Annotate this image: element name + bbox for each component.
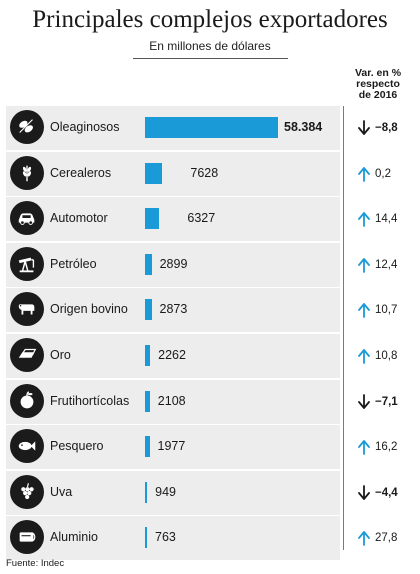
grapes-icon: [10, 474, 44, 509]
category-label: Origen bovino: [50, 302, 128, 317]
change-cell: 12,4: [346, 243, 410, 287]
bar-row: Origen bovino 2873 10,7: [0, 287, 420, 333]
bar-row: Frutihortícolas 2108 −7,1: [0, 379, 420, 425]
bar-row: Oro 2262 10,8: [0, 333, 420, 379]
value-label: 2262: [158, 348, 186, 362]
soybean-icon: [10, 110, 44, 144]
arrow-up-icon: [357, 211, 371, 228]
bar: [145, 117, 278, 138]
bar: [145, 390, 150, 412]
category-label-box: [6, 425, 340, 470]
bar-row: Automotor 6327 14,4: [0, 196, 420, 242]
arrow-up-icon: [357, 302, 371, 319]
change-value: 27,8: [375, 532, 398, 545]
bar-row: Oleaginosos 58.384 −8,8: [0, 105, 420, 151]
value-label: 2873: [159, 302, 188, 317]
source-note: Fuente: Indec: [6, 558, 65, 569]
wheat-icon: [10, 155, 44, 190]
bar: [145, 208, 160, 230]
change-header-line: respecto: [356, 78, 400, 90]
car-icon: [10, 201, 44, 236]
bar-row: Uva 949 −4,4: [0, 470, 420, 516]
change-value: 14,4: [375, 213, 398, 226]
category-label-box: [6, 242, 340, 287]
column-divider: [343, 106, 344, 550]
change-cell: 16,2: [346, 425, 410, 469]
arrow-up-icon: [357, 348, 371, 364]
aluminum-icon: [10, 520, 44, 555]
value-label: 763: [155, 530, 176, 545]
chart-subtitle: En millones de dólares: [149, 39, 271, 53]
change-value: 10,7: [375, 304, 398, 317]
category-label-box: [6, 470, 340, 515]
category-label-box: [6, 151, 340, 196]
change-cell: −8,8: [346, 106, 410, 150]
arrow-down-icon: [357, 484, 371, 501]
change-cell: 27,8: [346, 516, 410, 560]
change-value: −7,1: [375, 395, 398, 408]
change-cell: −4,4: [346, 471, 410, 515]
arrow-up-icon: [357, 257, 371, 273]
chart-title: Principales complejos exportadores: [32, 6, 388, 33]
subtitle-underline: [133, 58, 288, 59]
bar: [145, 162, 163, 184]
value-label: 949: [155, 484, 177, 499]
gold-bar-icon: [10, 338, 44, 372]
arrow-up-icon: [357, 439, 371, 456]
change-value: 10,8: [375, 350, 398, 362]
bar: [145, 253, 152, 275]
value-label: 58.384: [284, 120, 323, 134]
category-label-box: [6, 288, 340, 333]
change-value: −4,4: [375, 486, 398, 499]
change-value: 16,2: [375, 441, 398, 454]
bar: [145, 527, 147, 549]
change-cell: 10,7: [346, 288, 410, 332]
category-label: Oro: [50, 348, 71, 362]
change-header-line: de 2016: [358, 89, 398, 101]
bar: [145, 481, 148, 503]
bar-row: Aluminio 763 27,8: [0, 515, 420, 561]
change-value: 0,2: [375, 167, 391, 180]
value-label: 2108: [157, 393, 186, 408]
fish-icon: [10, 429, 44, 464]
change-cell: 14,4: [346, 197, 410, 241]
value-label: 2899: [159, 256, 188, 271]
bar-row: Petróleo 2899 12,4: [0, 242, 420, 288]
change-cell: 10,8: [346, 334, 410, 378]
category-label-box: [6, 379, 340, 424]
arrow-up-icon: [357, 530, 371, 547]
category-label: Frutihortícolas: [50, 393, 130, 408]
arrow-down-icon: [357, 120, 371, 136]
bar: [145, 299, 152, 321]
category-label: Cerealeros: [50, 165, 112, 180]
arrow-down-icon: [357, 393, 371, 410]
value-label: 7628: [190, 165, 219, 180]
bar: [145, 436, 150, 458]
change-cell: 0,2: [346, 152, 410, 196]
fruit-icon: [10, 383, 44, 418]
category-label-box: [6, 197, 340, 242]
category-label: Petróleo: [50, 256, 97, 271]
value-label: 1977: [157, 439, 186, 454]
category-label: Oleaginosos: [50, 120, 120, 134]
category-label: Aluminio: [50, 530, 98, 545]
category-label: Uva: [50, 484, 73, 499]
category-label-box: [6, 334, 340, 378]
value-label: 6327: [187, 211, 216, 226]
bar-row: Pesquero 1977 16,2: [0, 424, 420, 470]
change-cell: −7,1: [346, 380, 410, 424]
arrow-up-icon: [357, 166, 371, 182]
category-label: Pesquero: [50, 439, 104, 454]
change-value: 12,4: [375, 258, 398, 271]
change-value: −8,8: [375, 122, 398, 134]
bar-row: Cerealeros 7628 0,2: [0, 151, 420, 197]
change-column-header: Var. en % respecto de 2016: [346, 68, 410, 101]
oil-pump-icon: [10, 246, 44, 281]
bar: [145, 345, 151, 366]
category-label: Automotor: [50, 211, 108, 226]
category-label-box: [6, 516, 340, 561]
cow-icon: [10, 292, 44, 327]
change-header-line: Var. en %: [354, 67, 402, 79]
